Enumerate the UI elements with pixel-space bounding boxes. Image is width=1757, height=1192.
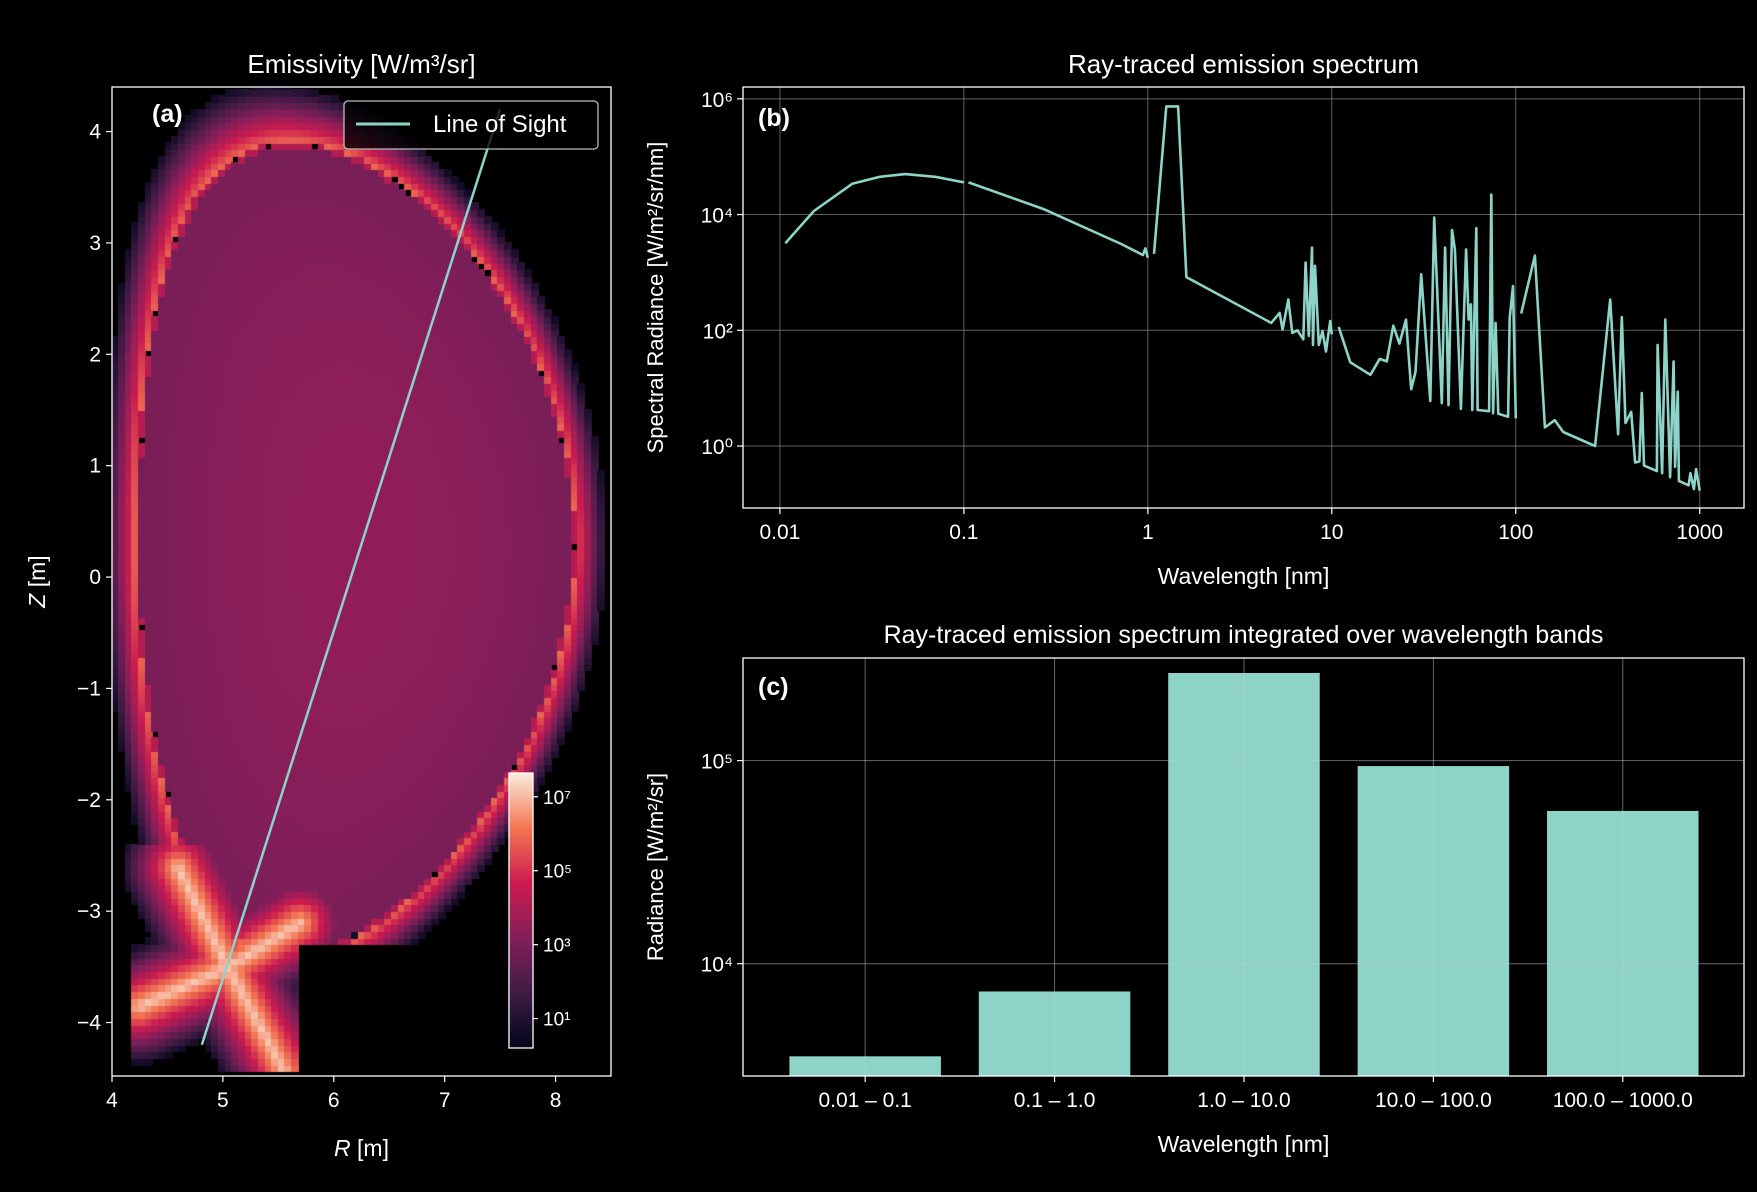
line-of-sight [200,108,502,1046]
x-axis-label-var: R [334,1135,351,1161]
y-tick-label: 10⁰ [701,436,733,459]
legend-box [343,100,599,150]
x-tick-label: 5 [217,1089,229,1112]
x-tick-label: 8 [550,1089,562,1112]
panel-b-label: (b) [758,104,790,132]
x-axis-label: Wavelength [nm] [1158,1131,1330,1157]
y-tick-label: 2 [89,343,101,366]
panel-c-title: Ray-traced emission spectrum integrated … [884,621,1604,649]
y-axis-label: Spectral Radiance [W/m²/sr/nm] [643,142,668,454]
y-tick-label: 1 [89,455,101,478]
x-tick-label: 0.01 – 0.1 [818,1089,911,1112]
y-tick-label: 10⁵ [701,751,733,774]
spectrum-line-segment [1519,254,1701,491]
panel-c-label: (c) [758,673,789,701]
y-axis-label-unit: [m] [24,555,50,593]
y-tick-label: 10⁴ [701,954,733,977]
panel-b-title: Ray-traced emission spectrum [1068,49,1419,79]
y-tick-label: −4 [77,1012,101,1035]
y-tick-label: −2 [77,789,101,812]
y-tick-label: −1 [77,677,101,700]
y-axis-label-var: Z [24,593,50,609]
x-tick-label: 7 [439,1089,451,1112]
legend-label: Line of Sight [433,111,567,138]
panel-c-frame [742,657,1745,1077]
panel-a-frame [111,86,612,1077]
spectrum-line-segment [784,172,965,245]
x-tick-label: 10.0 – 100.0 [1375,1089,1492,1112]
colorbar-tick-label: 10³ [543,936,570,957]
y-tick-label: −3 [77,900,101,923]
x-tick-label: 1000 [1676,521,1723,544]
y-tick-label: 10⁴ [701,205,733,228]
colorbar-tick-label: 10¹ [543,1010,570,1031]
x-tick-label: 0.1 [949,521,978,544]
x-tick-label: 6 [328,1089,340,1112]
colorbar [508,772,534,1049]
x-tick-label: 100 [1498,521,1533,544]
y-tick-label: 4 [89,121,101,144]
x-tick-label: 10 [1320,521,1343,544]
x-tick-label: 100.0 – 1000.0 [1553,1089,1693,1112]
x-tick-label: 0.1 – 1.0 [1014,1089,1096,1112]
x-tick-label: 0.01 [759,521,800,544]
x-tick-label: 1.0 – 10.0 [1197,1089,1290,1112]
y-tick-label: 3 [89,232,101,255]
y-tick-label: 10⁶ [701,89,733,112]
x-tick-label: 4 [106,1089,118,1112]
x-tick-label: 1 [1142,521,1154,544]
x-axis-label: R [m] [334,1135,389,1161]
colorbar-tick-label: 10⁷ [543,788,571,809]
y-tick-label: 0 [89,566,101,589]
x-axis-label-unit: [m] [351,1135,389,1161]
panel-a-title: Emissivity [W/m³/sr] [247,49,475,79]
colorbar-tick-label: 10⁵ [543,862,572,883]
y-axis-label: Z [m] [24,555,50,608]
y-tick-label: 10² [703,320,733,343]
x-axis-label: Wavelength [nm] [1158,563,1330,589]
spectrum-line-segment [1152,105,1334,353]
spectrum-line-segment [1337,193,1518,419]
y-axis-label: Radiance [W/m²/sr] [643,773,668,961]
panel-a-label: (a) [152,100,183,128]
panel-b-frame [742,86,1745,509]
spectrum-line-segment [968,181,1150,259]
